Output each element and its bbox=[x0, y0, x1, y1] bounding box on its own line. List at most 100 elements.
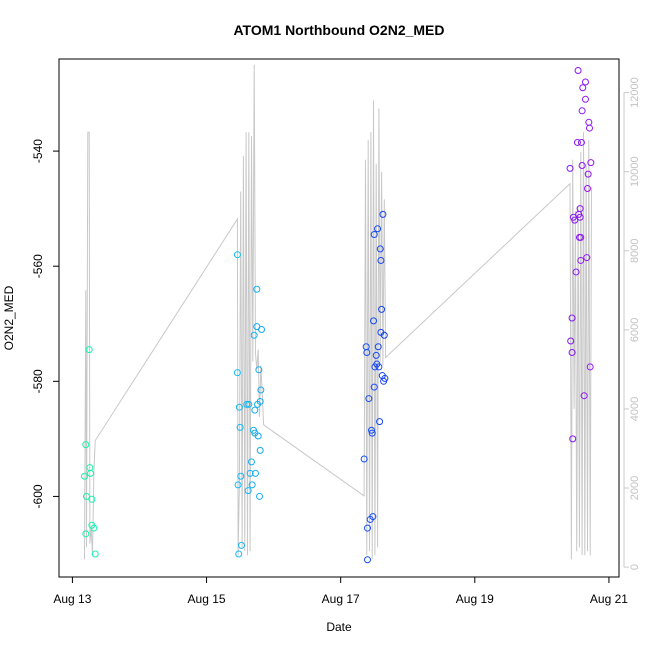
data-point bbox=[379, 210, 387, 218]
secondary-tick-label: 4000 bbox=[629, 397, 641, 421]
data-point bbox=[584, 170, 592, 178]
data-point bbox=[376, 245, 384, 253]
x-tick-label: Aug 15 bbox=[188, 592, 226, 606]
data-point bbox=[87, 469, 95, 477]
data-point bbox=[85, 346, 93, 354]
data-point bbox=[579, 84, 587, 92]
secondary-tick-label: 6000 bbox=[629, 318, 641, 342]
data-point bbox=[574, 67, 582, 75]
data-point bbox=[233, 251, 241, 259]
data-point bbox=[234, 481, 242, 489]
data-point bbox=[236, 423, 244, 431]
secondary-tick-label: 10000 bbox=[629, 156, 641, 187]
chart-title: ATOM1 Northbound O2N2_MED bbox=[233, 22, 444, 38]
secondary-tick-label: 0 bbox=[629, 564, 641, 570]
data-point bbox=[586, 363, 594, 371]
data-point bbox=[360, 455, 368, 463]
data-point bbox=[258, 326, 266, 334]
secondary-y-axis: 0 2000 4000 6000 8000 10000 12000 bbox=[623, 77, 641, 570]
data-point bbox=[250, 331, 258, 339]
data-point bbox=[82, 441, 90, 449]
data-point bbox=[380, 331, 388, 339]
data-point bbox=[80, 472, 88, 480]
data-point bbox=[248, 481, 256, 489]
data-point bbox=[365, 395, 373, 403]
data-point bbox=[568, 314, 576, 322]
data-point bbox=[577, 138, 585, 146]
data-point bbox=[364, 524, 372, 532]
data-point bbox=[577, 256, 585, 264]
y-tick-label: -600 bbox=[31, 484, 45, 508]
x-axis: Aug 13 Aug 15 Aug 17 Aug 19 Aug 21 bbox=[53, 576, 628, 606]
data-point bbox=[573, 138, 581, 146]
data-point bbox=[381, 374, 389, 382]
data-point bbox=[576, 205, 584, 213]
plot-frame bbox=[58, 58, 620, 578]
data-point bbox=[364, 556, 372, 564]
data-point bbox=[375, 363, 383, 371]
data-point bbox=[252, 469, 260, 477]
data-point bbox=[256, 492, 264, 500]
secondary-tick-label: 8000 bbox=[629, 239, 641, 263]
data-point bbox=[235, 403, 243, 411]
data-point bbox=[368, 426, 376, 434]
data-point bbox=[247, 458, 255, 466]
data-point bbox=[370, 317, 378, 325]
data-point bbox=[251, 406, 259, 414]
data-point bbox=[376, 418, 384, 426]
data-point bbox=[256, 397, 264, 405]
data-point bbox=[243, 400, 251, 408]
points-layer bbox=[80, 67, 595, 564]
data-point bbox=[82, 530, 90, 538]
data-point bbox=[583, 254, 591, 262]
y-tick-label: -580 bbox=[31, 369, 45, 393]
secondary-tick-label: 2000 bbox=[629, 476, 641, 500]
data-point bbox=[237, 541, 245, 549]
data-point bbox=[255, 366, 263, 374]
y-axis: -540 -560 -580 -600 bbox=[31, 139, 60, 508]
data-point bbox=[576, 213, 584, 221]
data-point bbox=[581, 95, 589, 103]
data-point bbox=[583, 185, 591, 192]
data-point bbox=[374, 225, 382, 233]
data-point bbox=[587, 159, 595, 167]
data-point bbox=[567, 337, 575, 345]
x-tick-label: Aug 13 bbox=[53, 592, 91, 606]
x-tick-label: Aug 19 bbox=[456, 592, 494, 606]
data-point bbox=[257, 386, 265, 394]
data-point bbox=[580, 392, 588, 400]
data-point bbox=[244, 487, 252, 495]
data-point bbox=[256, 446, 264, 454]
data-point bbox=[378, 305, 386, 313]
data-point bbox=[237, 472, 245, 480]
data-point bbox=[581, 78, 589, 86]
data-point bbox=[88, 495, 96, 503]
data-point bbox=[368, 429, 376, 437]
data-point bbox=[577, 233, 585, 241]
y-tick-label: -560 bbox=[31, 254, 45, 278]
data-point bbox=[363, 349, 371, 357]
data-point bbox=[91, 550, 99, 558]
x-axis-label: Date bbox=[326, 620, 352, 634]
data-point bbox=[370, 383, 378, 391]
secondary-series-line bbox=[84, 64, 592, 560]
data-point bbox=[370, 231, 378, 239]
secondary-tick-label: 12000 bbox=[629, 77, 641, 108]
data-point bbox=[377, 256, 385, 264]
data-point bbox=[374, 343, 382, 351]
data-point bbox=[372, 351, 380, 359]
data-point bbox=[585, 124, 593, 132]
data-point bbox=[254, 432, 262, 440]
x-tick-label: Aug 21 bbox=[590, 592, 628, 606]
data-point bbox=[369, 513, 377, 521]
data-point bbox=[90, 524, 98, 532]
data-point bbox=[82, 492, 90, 500]
data-point bbox=[253, 285, 261, 293]
data-point bbox=[235, 550, 243, 558]
data-point bbox=[571, 216, 579, 224]
y-axis-label: O2N2_MED bbox=[2, 285, 16, 350]
data-point bbox=[233, 369, 241, 377]
data-point bbox=[569, 435, 577, 443]
data-point bbox=[568, 349, 576, 357]
